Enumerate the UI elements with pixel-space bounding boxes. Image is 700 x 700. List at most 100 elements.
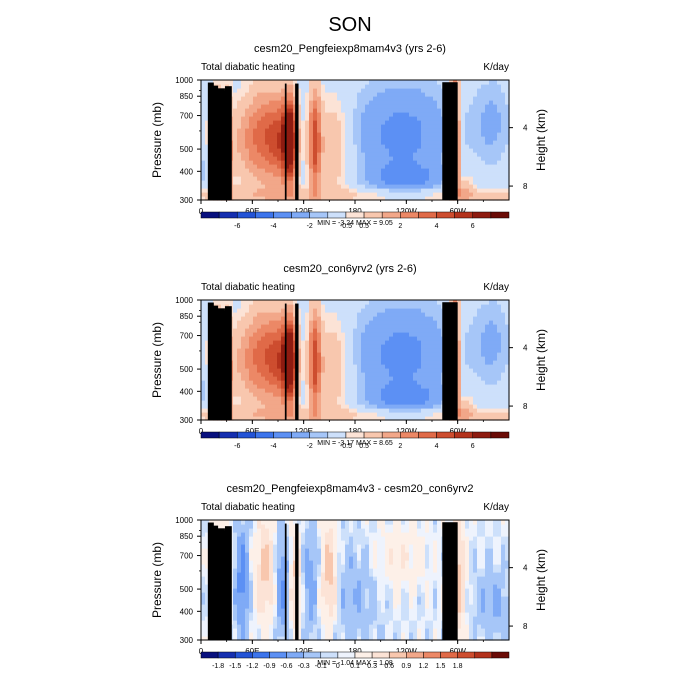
heatmap-cell xyxy=(505,176,510,181)
heatmap-cell xyxy=(321,404,326,409)
heatmap-cell xyxy=(409,92,414,97)
heatmap-cell xyxy=(305,96,310,101)
heatmap-cell xyxy=(417,340,422,345)
heatmap-cell xyxy=(245,320,250,325)
heatmap-cell xyxy=(417,304,422,309)
heatmap-cell xyxy=(369,364,374,369)
heatmap-cell xyxy=(297,188,302,193)
heatmap-cell xyxy=(481,184,486,189)
heatmap-cell xyxy=(405,120,410,125)
heatmap-cell xyxy=(409,124,414,129)
heatmap-cell xyxy=(269,408,274,413)
heatmap-cell xyxy=(261,120,266,125)
heatmap-cell xyxy=(485,116,490,121)
heatmap-cell xyxy=(373,196,378,201)
heatmap-cell xyxy=(481,136,486,141)
heatmap-cell xyxy=(401,412,406,417)
heatmap-cell xyxy=(241,124,246,129)
heatmap-cell xyxy=(261,176,266,181)
heatmap-cell xyxy=(305,384,310,389)
heatmap-cell xyxy=(417,416,422,421)
colorbar-swatch xyxy=(236,431,256,439)
heatmap-cell xyxy=(365,144,370,149)
heatmap-cell xyxy=(265,312,270,317)
heatmap-cell xyxy=(461,400,466,405)
heatmap-cell xyxy=(381,100,386,105)
heatmap-cell xyxy=(233,124,238,129)
heatmap-cell xyxy=(381,412,386,417)
heatmap-cell xyxy=(269,168,274,173)
heatmap-cell xyxy=(433,100,438,105)
heatmap-cell xyxy=(269,88,274,93)
heatmap-cell xyxy=(417,196,422,201)
heatmap-cell xyxy=(273,188,278,193)
heatmap-cell xyxy=(205,352,210,357)
colorbar: -6 -4 -2 -0.5 0.5 2 4 6 xyxy=(200,431,510,450)
heatmap-cell xyxy=(373,92,378,97)
heatmap-cell xyxy=(393,332,398,337)
heatmap-cell xyxy=(217,524,222,529)
heatmap-cell xyxy=(505,364,510,369)
heatmap-cell xyxy=(289,136,294,141)
heatmap-cell xyxy=(361,304,366,309)
heatmap-cell xyxy=(389,104,394,109)
heatmap-cell xyxy=(433,184,438,189)
heatmap-cell xyxy=(349,104,354,109)
heatmap-cell xyxy=(457,336,462,341)
heatmap-cell xyxy=(281,128,286,133)
heatmap-cell xyxy=(429,356,434,361)
heatmap-cell xyxy=(257,172,262,177)
heatmap-cell xyxy=(437,188,442,193)
heatmap-cell xyxy=(237,324,242,329)
heatmap-cell xyxy=(357,412,362,417)
heatmap-cell xyxy=(505,408,510,413)
colorbar-swatch xyxy=(327,211,347,219)
heatmap-cell xyxy=(433,340,438,345)
heatmap-cell xyxy=(421,192,426,197)
heatmap-cell xyxy=(289,160,294,165)
heatmap-cell xyxy=(273,300,278,305)
heatmap-cell xyxy=(297,184,302,189)
heatmap-cell xyxy=(317,392,322,397)
heatmap-cell xyxy=(333,84,338,89)
heatmap-cell xyxy=(333,180,338,185)
heatmap-cell xyxy=(397,88,402,93)
heatmap-cell xyxy=(481,380,486,385)
heatmap-cell xyxy=(341,192,346,197)
heatmap-cell xyxy=(297,340,302,345)
heatmap-cell xyxy=(241,396,246,401)
heatmap-cell xyxy=(309,404,314,409)
heatmap-cell xyxy=(309,128,314,133)
heatmap-cell xyxy=(389,120,394,125)
heatmap-cell xyxy=(501,176,506,181)
heatmap-cell xyxy=(313,304,318,309)
heatmap-cell xyxy=(217,84,222,89)
heatmap-cell xyxy=(493,92,498,97)
heatmap-cell xyxy=(265,392,270,397)
heatmap-cell xyxy=(369,348,374,353)
heatmap-cell xyxy=(265,100,270,105)
heatmap-cell xyxy=(237,168,242,173)
heatmap-cell xyxy=(277,132,282,137)
heatmap-cell xyxy=(381,96,386,101)
heatmap-cell xyxy=(429,332,434,337)
heatmap-cell xyxy=(361,168,366,173)
heatmap-cell xyxy=(389,132,394,137)
heatmap-cell xyxy=(405,144,410,149)
heatmap-cell xyxy=(289,180,294,185)
heatmap-cell xyxy=(425,128,430,133)
heatmap-cell xyxy=(253,196,258,201)
heatmap-cell xyxy=(465,132,470,137)
heatmap-cell xyxy=(349,368,354,373)
heatmap-cell xyxy=(205,336,210,341)
heatmap-cell xyxy=(289,100,294,105)
heatmap-cell xyxy=(345,348,350,353)
heatmap-cell xyxy=(265,180,270,185)
heatmap-cell xyxy=(285,384,290,389)
heatmap-cell xyxy=(381,108,386,113)
heatmap-cell xyxy=(481,412,486,417)
heatmap-cell xyxy=(353,372,358,377)
heatmap-cell xyxy=(249,364,254,369)
heatmap-cell xyxy=(341,172,346,177)
heatmap-cell xyxy=(381,396,386,401)
